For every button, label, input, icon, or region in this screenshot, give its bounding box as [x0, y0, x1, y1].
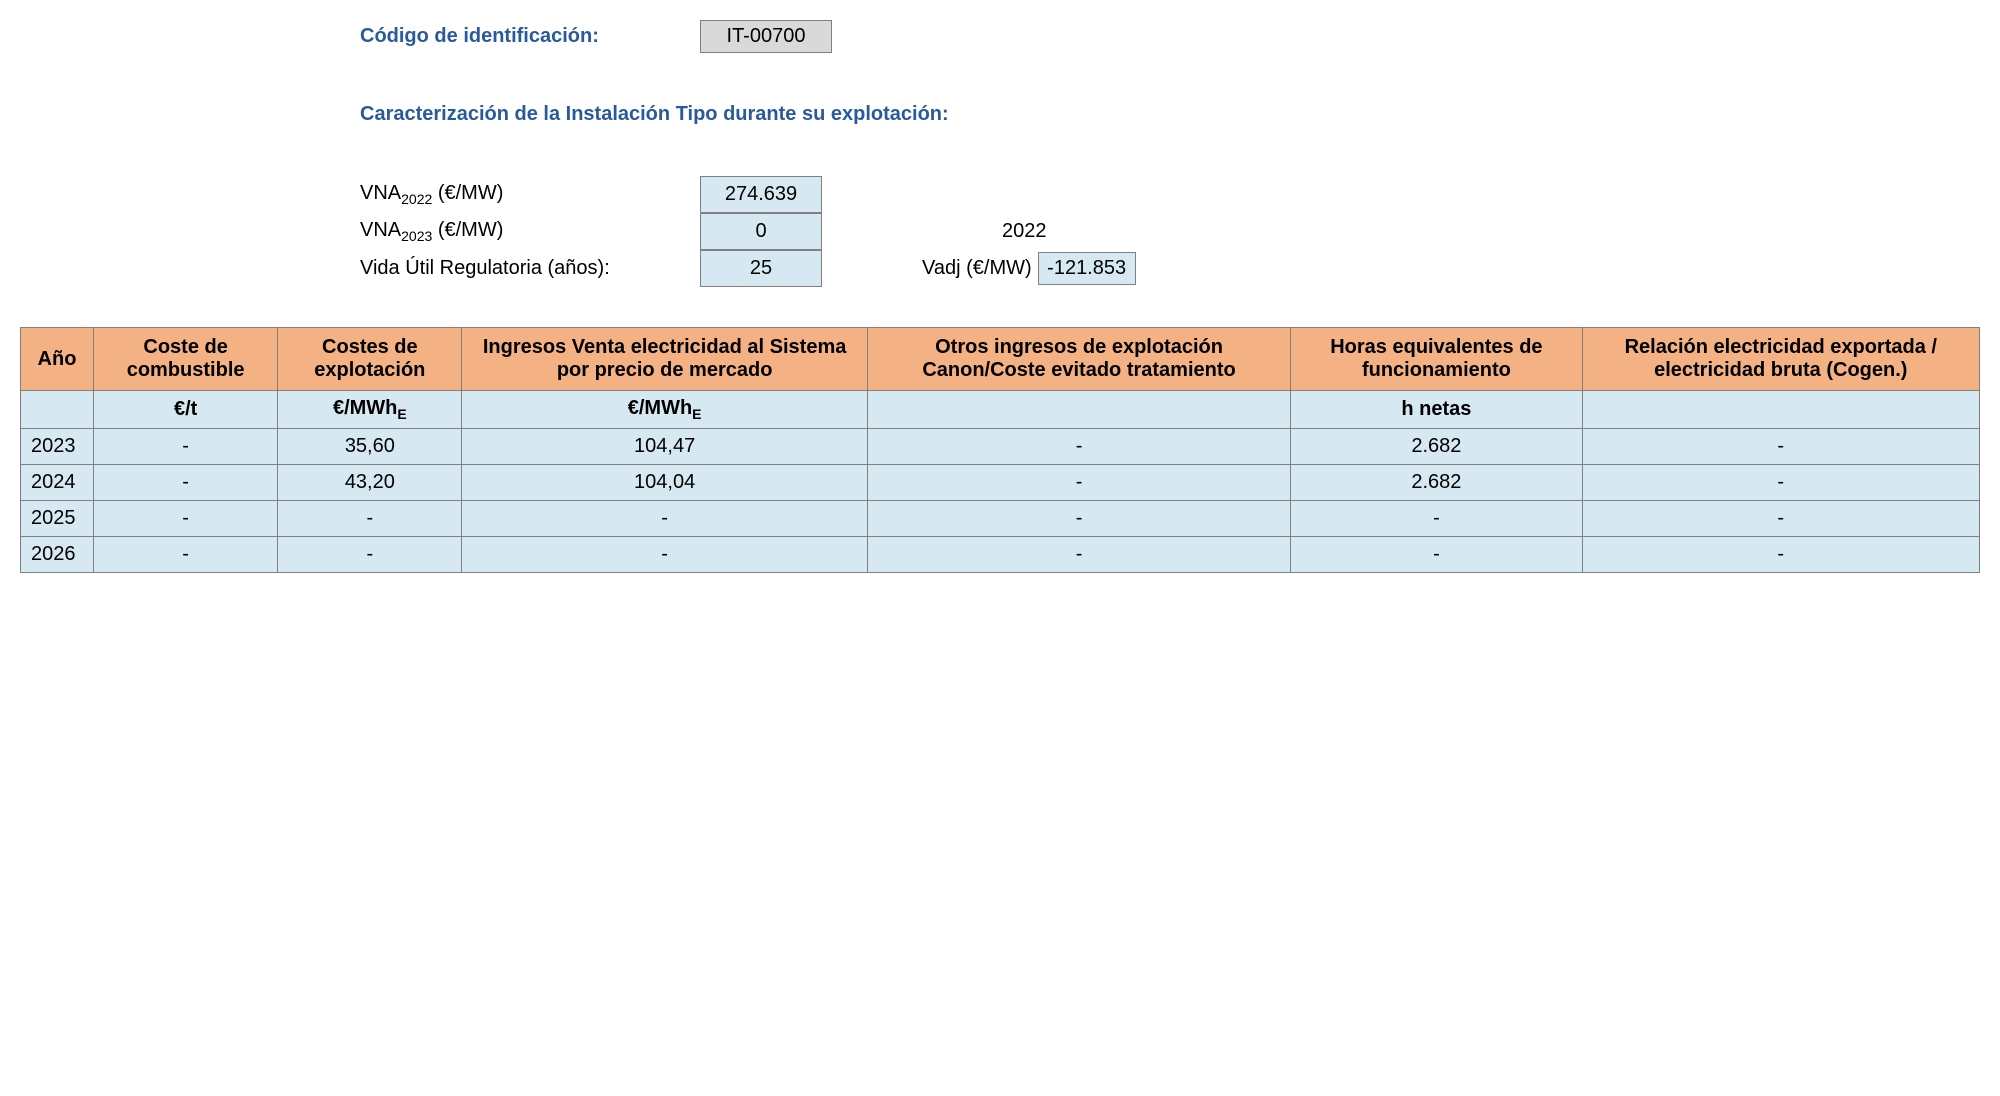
unit-ingresos: €/MWhE: [462, 391, 867, 429]
cell-ingresos: -: [462, 501, 867, 537]
cell-explotacion: -: [278, 501, 462, 537]
cell-ingresos: 104,04: [462, 465, 867, 501]
cell-otros: -: [867, 429, 1290, 465]
th-combustible: Coste de combustible: [94, 328, 278, 391]
vna2023-label: VNA2023 (€/MW): [360, 213, 700, 250]
th-relacion: Relación electricidad exportada / electr…: [1582, 328, 1979, 391]
th-otros: Otros ingresos de explotación Canon/Cost…: [867, 328, 1290, 391]
data-table: Año Coste de combustible Costes de explo…: [20, 327, 1980, 573]
unit-ano: [21, 391, 94, 429]
cell-combustible: -: [94, 501, 278, 537]
cell-otros: -: [867, 501, 1290, 537]
cell-explotacion: 35,60: [278, 429, 462, 465]
unit-row: €/t €/MWhE €/MWhE h netas: [21, 391, 1980, 429]
cell-otros: -: [867, 537, 1290, 573]
cell-combustible: -: [94, 537, 278, 573]
cell-explotacion: -: [278, 537, 462, 573]
cell-ano: 2023: [21, 429, 94, 465]
cell-ano: 2026: [21, 537, 94, 573]
cell-ano: 2025: [21, 501, 94, 537]
vadj-label: Vadj (€/MW): [922, 257, 1032, 280]
cell-combustible: -: [94, 465, 278, 501]
cell-horas: 2.682: [1291, 429, 1582, 465]
id-label: Código de identificación:: [360, 25, 700, 48]
cell-relacion: -: [1582, 537, 1979, 573]
cell-relacion: -: [1582, 465, 1979, 501]
unit-relacion: [1582, 391, 1979, 429]
cell-relacion: -: [1582, 429, 1979, 465]
vida-label: Vida Útil Regulatoria (años):: [360, 251, 700, 286]
table-row: 2024 - 43,20 104,04 - 2.682 -: [21, 465, 1980, 501]
cell-combustible: -: [94, 429, 278, 465]
cell-relacion: -: [1582, 501, 1979, 537]
unit-explotacion: €/MWhE: [278, 391, 462, 429]
vida-value: 25: [700, 250, 822, 287]
vna2023-value: 0: [700, 213, 822, 250]
vna2022-label: VNA2022 (€/MW): [360, 176, 700, 213]
vadj-value: -121.853: [1038, 252, 1136, 285]
table-row: 2023 - 35,60 104,47 - 2.682 -: [21, 429, 1980, 465]
table-row: 2025 - - - - - -: [21, 501, 1980, 537]
id-value-box: IT-00700: [700, 20, 832, 53]
unit-combustible: €/t: [94, 391, 278, 429]
unit-horas: h netas: [1291, 391, 1582, 429]
th-ingresos: Ingresos Venta electricidad al Sistema p…: [462, 328, 867, 391]
cell-ingresos: 104,47: [462, 429, 867, 465]
unit-otros: [867, 391, 1290, 429]
cell-otros: -: [867, 465, 1290, 501]
cell-ano: 2024: [21, 465, 94, 501]
cell-horas: 2.682: [1291, 465, 1582, 501]
table-row: 2026 - - - - - -: [21, 537, 1980, 573]
cell-horas: -: [1291, 537, 1582, 573]
section-title: Caracterización de la Instalación Tipo d…: [360, 103, 1980, 126]
cell-explotacion: 43,20: [278, 465, 462, 501]
header-row: Año Coste de combustible Costes de explo…: [21, 328, 1980, 391]
year-right: 2022: [1002, 220, 1047, 243]
cell-ingresos: -: [462, 537, 867, 573]
th-ano: Año: [21, 328, 94, 391]
vna2022-value: 274.639: [700, 176, 822, 213]
cell-horas: -: [1291, 501, 1582, 537]
th-explotacion: Costes de explotación: [278, 328, 462, 391]
th-horas: Horas equivalentes de funcionamiento: [1291, 328, 1582, 391]
